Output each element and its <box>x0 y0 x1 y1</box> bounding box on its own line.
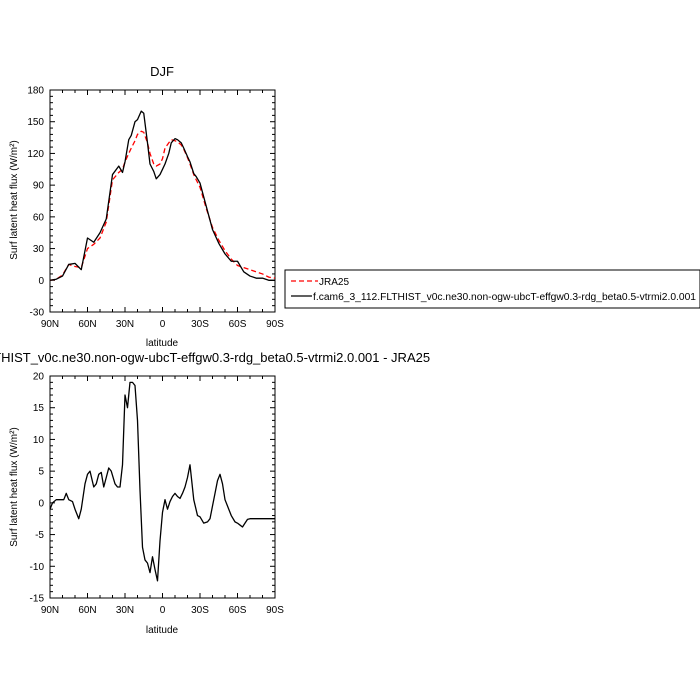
x-tick-label: 90N <box>41 605 59 616</box>
x-tick-label: 30N <box>116 319 134 330</box>
top-series <box>49 110 276 281</box>
y-tick-label: 20 <box>33 372 45 383</box>
top-x-axis-label: latitude <box>146 338 179 349</box>
x-tick-label: 0 <box>160 605 166 616</box>
x-tick-label: 30N <box>116 605 134 616</box>
top-y-axis-label: Surf latent heat flux (W/m²) <box>9 140 20 259</box>
legend-label-model: f.cam6_3_112.FLTHIST_v0c.ne30.non-ogw-ub… <box>313 292 696 303</box>
x-tick-label: 30S <box>191 319 209 330</box>
top-series-line-2 <box>49 110 275 281</box>
bottom-series-line-1 <box>49 381 275 582</box>
y-tick-label: 0 <box>38 498 44 509</box>
bottom-ticks: 90N 60N 30N 0 30S 60S 90S -15 -10 -5 0 5 10 15 20 <box>30 372 285 617</box>
y-tick-label: 120 <box>27 149 44 160</box>
x-tick-label: 90S <box>266 319 284 330</box>
y-tick-label: 15 <box>33 403 45 414</box>
y-tick-label: -15 <box>30 594 45 605</box>
top-plot-frame <box>49 89 276 313</box>
y-tick-label: 60 <box>33 212 45 223</box>
bottom-x-axis-label: latitude <box>146 625 179 636</box>
legend-label-jra25: JRA25 <box>319 277 349 288</box>
x-tick-label: 30S <box>191 605 209 616</box>
panel-bottom: f.cam6_3_112.FLTHIST_v0c.ne30.non-ogw-ub… <box>0 350 430 636</box>
y-tick-label: 5 <box>38 467 44 478</box>
x-tick-label: 90N <box>41 319 59 330</box>
bottom-series <box>49 381 275 582</box>
y-tick-label: -5 <box>35 530 44 541</box>
y-tick-label: 180 <box>27 86 44 97</box>
y-tick-label: -10 <box>30 562 45 573</box>
panel-top: DJF 90N 60N 30N 0 30S 60S 90S -30 0 30 60 90 120 150 1… <box>9 64 700 349</box>
legend: JRA25 f.cam6_3_112.FLTHIST_v0c.ne30.non-… <box>284 269 700 309</box>
x-tick-label: 60N <box>78 605 96 616</box>
legend-box <box>284 269 700 309</box>
bottom-y-axis-label: Surf latent heat flux (W/m²) <box>9 427 20 546</box>
bottom-plot-frame <box>49 375 276 599</box>
x-tick-label: 90S <box>266 605 284 616</box>
top-series-line-1 <box>49 130 276 281</box>
x-tick-label: 60S <box>229 605 247 616</box>
x-tick-label: 60S <box>229 319 247 330</box>
y-tick-label: 30 <box>33 244 45 255</box>
y-tick-label: 150 <box>27 117 44 128</box>
x-tick-label: 0 <box>160 319 166 330</box>
bottom-chart-title: f.cam6_3_112.FLTHIST_v0c.ne30.non-ogw-ub… <box>0 350 430 365</box>
top-chart-title: DJF <box>150 64 174 79</box>
y-tick-label: 90 <box>33 181 45 192</box>
top-ticks: 90N 60N 30N 0 30S 60S 90S -30 0 30 60 90 120 150 180 <box>27 86 284 331</box>
y-tick-label: -30 <box>30 308 45 319</box>
y-tick-label: 10 <box>33 435 45 446</box>
y-tick-label: 0 <box>38 276 44 287</box>
x-tick-label: 60N <box>78 319 96 330</box>
